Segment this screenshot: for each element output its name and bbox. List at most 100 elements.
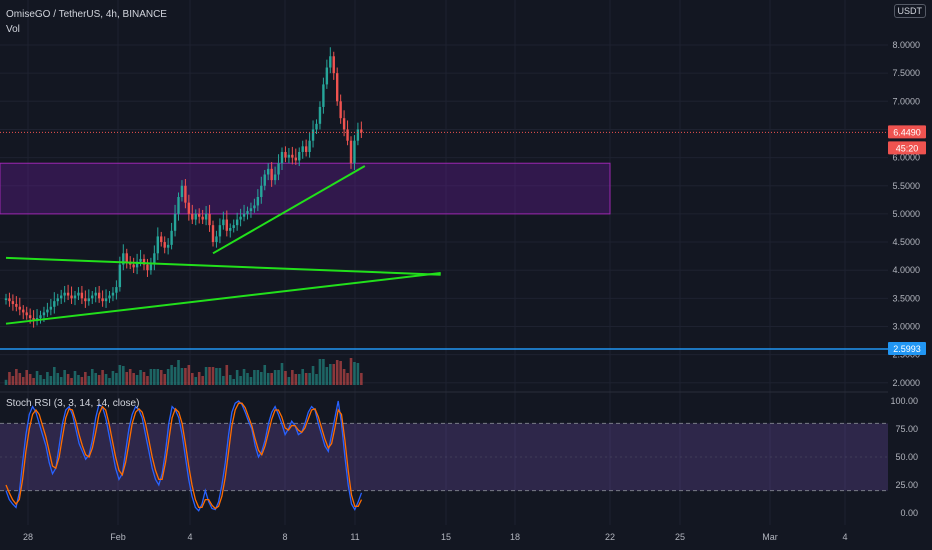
currency-badge[interactable]: USDT	[893, 4, 926, 18]
volume-bar	[263, 365, 267, 385]
candle-body	[111, 292, 115, 296]
volume-bar	[318, 359, 322, 385]
volume-bar	[115, 373, 118, 385]
time-tick-label: Mar	[762, 532, 778, 542]
volume-bar	[11, 376, 15, 385]
level-badge-bg	[888, 342, 926, 356]
candle-body	[277, 163, 280, 175]
volume-bar	[280, 363, 284, 385]
volume-bar	[187, 365, 191, 385]
volume-bar	[360, 372, 363, 385]
candle-body	[108, 295, 111, 299]
candle-body	[125, 253, 128, 262]
candle-body	[322, 84, 325, 107]
candle-body	[122, 253, 125, 265]
volume-bar	[122, 366, 125, 385]
last-price-badge: 6.4490	[893, 127, 921, 137]
price-axis: 8.00007.50007.00006.50006.00005.50005.00…	[890, 40, 920, 518]
volume-bar	[246, 373, 249, 385]
candle-body	[249, 208, 253, 212]
volume-bar	[225, 365, 229, 385]
candle-body	[94, 292, 97, 296]
candle-body	[66, 292, 70, 296]
volume-bar	[125, 372, 129, 385]
candle-body	[191, 213, 194, 220]
volume-bar	[84, 372, 87, 385]
volume-bar	[149, 369, 153, 385]
volume-bar	[77, 375, 80, 385]
candle-body	[15, 303, 18, 307]
candle-body	[166, 244, 170, 248]
candle-body	[177, 197, 180, 214]
stoch-tick-label: 0.00	[900, 508, 918, 518]
candle-body	[204, 213, 208, 220]
price-levels	[0, 131, 888, 350]
candle-body	[8, 298, 11, 302]
candle-body	[77, 292, 80, 296]
candle-body	[118, 264, 122, 288]
volume-bar	[335, 360, 339, 385]
candle-body	[280, 151, 284, 164]
candle-body	[294, 157, 297, 161]
volume-bar	[239, 376, 242, 385]
candle-body	[63, 292, 66, 296]
volume-bar	[104, 374, 108, 385]
candle-body	[73, 295, 77, 299]
price-tick-label: 7.0000	[892, 96, 920, 106]
price-tick-label: 5.5000	[892, 181, 920, 191]
stoch-rsi-panel	[0, 400, 888, 512]
candle-body	[349, 140, 353, 164]
candle-body	[46, 309, 49, 313]
time-tick-label: Feb	[110, 532, 126, 542]
price-tick-label: 3.5000	[892, 293, 920, 303]
candle-body	[304, 146, 308, 152]
candle-body	[115, 287, 118, 293]
volume-bar	[346, 373, 349, 385]
volume-bar	[146, 376, 149, 385]
candle-body	[56, 298, 59, 302]
volume-bar	[49, 376, 53, 385]
time-tick-label: 25	[675, 532, 685, 542]
stoch-tick-label: 75.00	[895, 424, 918, 434]
candle-body	[270, 168, 273, 181]
stoch-tick-label: 25.00	[895, 480, 918, 490]
candle-body	[80, 292, 84, 299]
candle-body	[298, 151, 301, 161]
volume-bar	[349, 358, 353, 385]
candle-body	[211, 225, 215, 243]
volume-bar	[242, 369, 246, 385]
volume-bar	[25, 370, 28, 385]
candle-body	[198, 213, 201, 217]
candle-body	[215, 236, 218, 243]
time-tick-label: 11	[350, 532, 359, 542]
volume-bar	[35, 371, 39, 385]
volume-bars	[4, 358, 363, 385]
volume-bar	[108, 378, 111, 385]
volume-bar	[256, 370, 260, 385]
candle-body	[273, 174, 277, 181]
time-tick-label: 15	[441, 532, 451, 542]
volume-bar	[56, 373, 60, 385]
candle-body	[239, 216, 242, 220]
candle-body	[201, 216, 204, 220]
volume-bar	[70, 378, 73, 385]
candle-body	[336, 73, 339, 102]
candle-body	[184, 185, 187, 203]
candle-body	[135, 261, 139, 268]
time-axis: 28 Feb 4 8 11 15 18 22 25 Mar 4	[23, 532, 848, 542]
candle-body	[218, 225, 222, 237]
price-tick-label: 8.0000	[892, 40, 920, 50]
support-zone-rect	[0, 162, 611, 215]
candle-body	[339, 101, 342, 119]
volume-bar	[28, 374, 32, 385]
volume-bar	[94, 373, 97, 385]
trendlines	[5, 165, 441, 325]
volume-label: Vol	[6, 24, 20, 35]
volume-bar	[159, 370, 163, 385]
candle-body	[18, 306, 21, 310]
price-badges: 6.4490 45:20 2.5993	[888, 125, 926, 356]
candle-body	[235, 219, 239, 226]
trendline	[212, 165, 366, 255]
volume-bar	[15, 369, 18, 385]
